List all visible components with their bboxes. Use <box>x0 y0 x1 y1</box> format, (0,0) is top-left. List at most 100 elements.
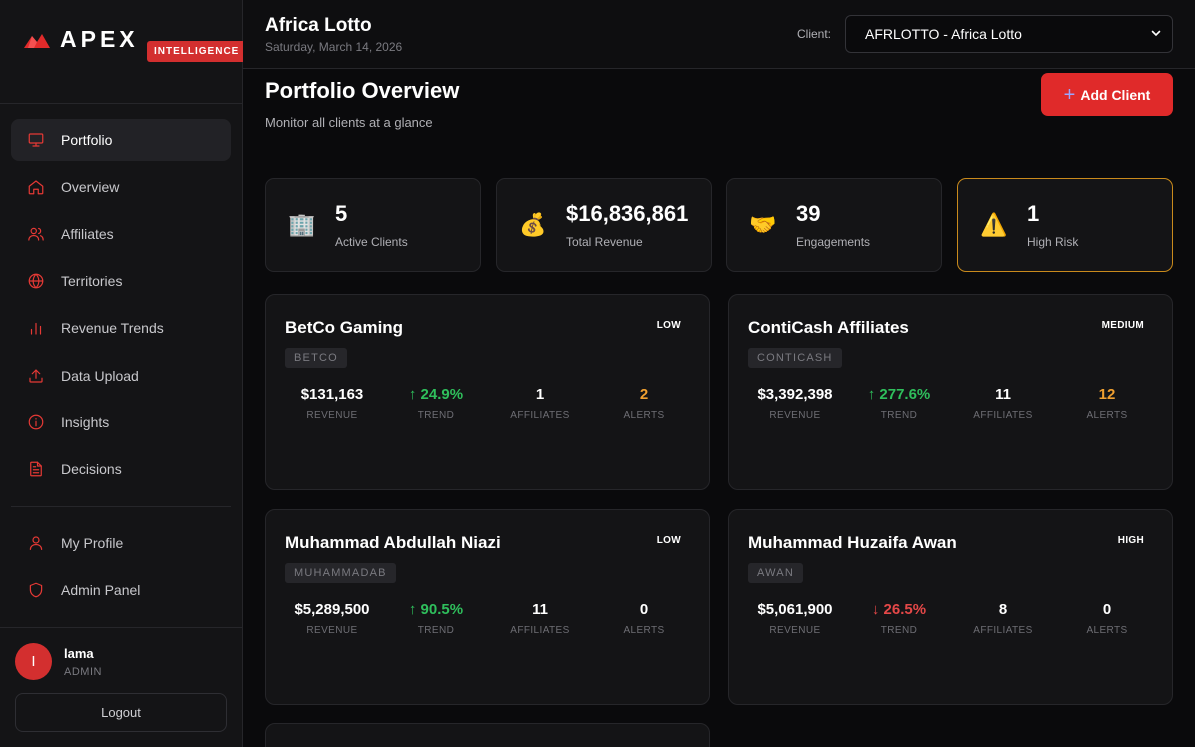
metric-trend: ↑ 24.9% TREND <box>384 386 488 421</box>
metric-value: 0 <box>1102 601 1112 618</box>
metric-value: $3,392,398 <box>757 386 833 403</box>
sidebar-divider <box>0 627 243 628</box>
stat-value: 1 <box>1027 201 1040 226</box>
metric-value: 8 <box>998 601 1008 618</box>
sidebar-item-portfolio[interactable]: Portfolio <box>11 119 231 161</box>
sidebar-item-revenue-trends[interactable]: Revenue Trends <box>11 307 231 349</box>
metric-label: AFFILIATES <box>510 625 570 636</box>
info-icon <box>26 412 46 432</box>
risk-badge: HIGH <box>1117 535 1144 546</box>
metric-label: AFFILIATES <box>973 625 1033 636</box>
sidebar-item-label: My Profile <box>61 535 124 551</box>
metric-label: AFFILIATES <box>973 410 1033 421</box>
metric-value: ↑ 24.9% <box>408 386 464 403</box>
metric-value: ↑ 277.6% <box>867 386 931 403</box>
client-name: Muhammad Huzaifa Awan <box>748 533 957 552</box>
stat-label: Engagements <box>796 235 871 249</box>
apex-logo-icon <box>24 33 50 48</box>
metric-trend: ↑ 277.6% TREND <box>847 386 951 421</box>
add-client-button[interactable]: + Add Client <box>1041 73 1173 116</box>
sidebar-item-label: Affiliates <box>61 226 114 242</box>
user-icon <box>26 533 46 553</box>
metric-alerts: 12 ALERTS <box>1055 386 1159 421</box>
metric-affiliates: 1 AFFILIATES <box>488 386 592 421</box>
stat-card-high-risk: ⚠️ 1 High Risk <box>957 178 1173 272</box>
metric-value: 11 <box>995 386 1011 403</box>
metric-value: 2 <box>639 386 649 403</box>
metric-value: 12 <box>1098 386 1116 403</box>
metric-value: 1 <box>535 386 545 403</box>
client-card-betco[interactable]: BetCo Gaming LOW BETCO $131,163 REVENUE ↑… <box>265 294 710 490</box>
client-card-partial[interactable] <box>265 723 710 747</box>
metric-label: REVENUE <box>306 625 358 636</box>
sidebar-item-admin-panel[interactable]: Admin Panel <box>11 569 231 611</box>
sidebar-item-my-profile[interactable]: My Profile <box>11 522 231 564</box>
chevron-down-icon <box>1151 30 1161 37</box>
sidebar-item-label: Revenue Trends <box>61 320 164 336</box>
metric-label: REVENUE <box>306 410 358 421</box>
metric-label: TREND <box>880 625 918 636</box>
top-header: Africa Lotto Saturday, March 14, 2026 Cl… <box>243 0 1195 69</box>
client-code: MUHAMMADAB <box>285 563 396 583</box>
metric-value: $5,289,500 <box>294 601 370 618</box>
sidebar-divider <box>0 103 243 104</box>
metric-label: TREND <box>417 625 455 636</box>
client-name: BetCo Gaming <box>285 318 404 337</box>
metric-trend: ↓ 26.5% TREND <box>847 601 951 636</box>
sidebar-item-territories[interactable]: Territories <box>11 260 231 302</box>
metric-revenue: $5,289,500 REVENUE <box>280 601 384 636</box>
sidebar-item-insights[interactable]: Insights <box>11 401 231 443</box>
sidebar-item-label: Portfolio <box>61 132 113 148</box>
users-icon <box>26 224 46 244</box>
metric-label: REVENUE <box>769 410 821 421</box>
page-title: Portfolio Overview <box>265 78 460 103</box>
metric-value: $5,061,900 <box>757 601 833 618</box>
metric-affiliates: 11 AFFILIATES <box>488 601 592 636</box>
header-date: Saturday, March 14, 2026 <box>265 40 403 54</box>
client-select[interactable]: AFRLOTTO - Africa Lotto <box>845 15 1173 53</box>
stat-label: Active Clients <box>335 235 408 249</box>
client-card-awan[interactable]: Muhammad Huzaifa Awan HIGH AWAN $5,061,9… <box>728 509 1173 705</box>
header-title: Africa Lotto <box>265 15 372 36</box>
stat-value: $16,836,861 <box>566 201 689 226</box>
warning-icon: ⚠️ <box>980 212 1008 237</box>
metric-revenue: $131,163 REVENUE <box>280 386 384 421</box>
metric-alerts: 2 ALERTS <box>592 386 696 421</box>
metric-revenue: $3,392,398 REVENUE <box>743 386 847 421</box>
user-name: lama <box>64 645 94 661</box>
client-code: CONTICASH <box>748 348 842 368</box>
building-icon: 🏢 <box>288 212 316 237</box>
logout-button[interactable]: Logout <box>15 693 227 732</box>
metric-alerts: 0 ALERTS <box>1055 601 1159 636</box>
sidebar-item-affiliates[interactable]: Affiliates <box>11 213 231 255</box>
sidebar-item-label: Data Upload <box>61 368 139 384</box>
shield-icon <box>26 580 46 600</box>
sidebar-item-decisions[interactable]: Decisions <box>11 448 231 490</box>
metric-value: ↓ 26.5% <box>871 601 927 618</box>
document-icon <box>26 459 46 479</box>
metric-label: ALERTS <box>623 410 665 421</box>
stat-value: 5 <box>335 201 348 226</box>
avatar: I <box>15 643 52 680</box>
sidebar-item-label: Decisions <box>61 461 122 477</box>
client-code: AWAN <box>748 563 803 583</box>
globe-icon <box>26 271 46 291</box>
user-profile[interactable]: I lama ADMIN <box>15 643 102 680</box>
stat-card-active-clients: 🏢 5 Active Clients <box>265 178 481 272</box>
client-card-conticash[interactable]: ContiCash Affiliates MEDIUM CONTICASH $3… <box>728 294 1173 490</box>
brand-name: APEX <box>60 26 139 52</box>
metric-label: REVENUE <box>769 625 821 636</box>
risk-badge: LOW <box>656 320 681 331</box>
stat-label: Total Revenue <box>566 235 643 249</box>
sidebar-item-label: Overview <box>61 179 120 195</box>
client-select-value: AFRLOTTO - Africa Lotto <box>865 26 1022 42</box>
metric-affiliates: 11 AFFILIATES <box>951 386 1055 421</box>
brand[interactable]: APEX <box>24 26 139 53</box>
metric-trend: ↑ 90.5% TREND <box>384 601 488 636</box>
handshake-icon: 🤝 <box>749 212 777 237</box>
sidebar-item-data-upload[interactable]: Data Upload <box>11 355 231 397</box>
client-card-muhammadab[interactable]: Muhammad Abdullah Niazi LOW MUHAMMADAB $… <box>265 509 710 705</box>
sidebar-item-overview[interactable]: Overview <box>11 166 231 208</box>
risk-badge: LOW <box>656 535 681 546</box>
metric-label: TREND <box>880 410 918 421</box>
